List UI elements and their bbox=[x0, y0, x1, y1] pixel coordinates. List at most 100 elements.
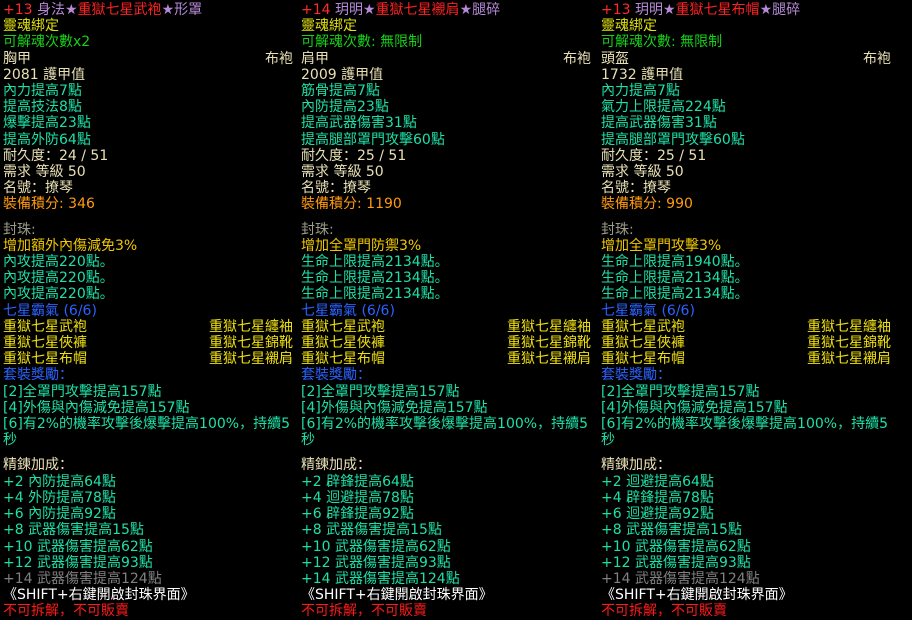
refine-line: +14 武器傷害提高124點 bbox=[601, 570, 760, 587]
title-suffix: ★腿碎 bbox=[759, 2, 801, 18]
soul-release-count: 可解魂次數: 無限制 bbox=[301, 34, 423, 51]
spacer bbox=[601, 213, 893, 222]
refine-line: +8 武器傷害提高15點 bbox=[301, 522, 442, 539]
armor-type: 布袍 bbox=[863, 50, 891, 67]
item-tooltip: +14 玥明★重獄七星襯肩★腿碎 靈魂綁定 可解魂次數: 無限制 肩甲 布袍 2009 護… bbox=[301, 2, 593, 620]
item-tooltip: +13 身法★重獄七星武袍★形罩 靈魂綁定 可解魂次數x2 胸甲 布袍 2081 護甲值內… bbox=[3, 2, 295, 620]
set-item-row: 重獄七星武袍 重獄七星纏袖 bbox=[301, 319, 593, 335]
refine-label: 精鍊加成： bbox=[601, 457, 671, 474]
set-item: 重獄七星俠褲 bbox=[3, 335, 87, 352]
set-name: 七星霸氣 (6/6) bbox=[301, 302, 395, 319]
socket-hint: 《SHIFT+右鍵開啟封珠界面》 bbox=[601, 587, 793, 604]
slot-row: 胸甲 布袍 bbox=[3, 51, 295, 67]
slot: 胸甲 bbox=[3, 50, 31, 67]
stat-line: 爆擊提高23點 bbox=[3, 115, 91, 132]
socket-line: 生命上限提高1940點。 bbox=[601, 254, 749, 271]
equipment-score: 裝備積分: 1190 bbox=[301, 196, 402, 213]
socket-line: 增加全罩門防禦3% bbox=[301, 237, 422, 254]
enhance-level: +13 bbox=[3, 2, 33, 18]
stat-line: 內力提高7點 bbox=[3, 83, 82, 100]
socket-line: 生命上限提高2134點。 bbox=[601, 286, 749, 303]
refine-line: +8 武器傷害提高15點 bbox=[3, 522, 144, 539]
equipment-score: 裝備積分: 990 bbox=[601, 196, 693, 213]
refine-line: +10 武器傷害提高62點 bbox=[3, 538, 153, 555]
socket-label: 封珠: bbox=[601, 221, 634, 238]
item-name: 重獄七星武袍 bbox=[77, 2, 162, 18]
soul-bound: 靈魂綁定 bbox=[301, 18, 357, 35]
spacer bbox=[301, 213, 593, 222]
refine-line: +8 武器傷害提高15點 bbox=[601, 522, 742, 539]
level-requirement: 需求 等級 50 bbox=[3, 164, 86, 181]
set-item: 重獄七星布帽 bbox=[301, 351, 385, 368]
refine-line: +10 武器傷害提高62點 bbox=[601, 538, 751, 555]
title-suffix: ★腿碎 bbox=[459, 2, 501, 18]
enhance-level: +14 bbox=[301, 2, 331, 18]
set-bonus-line: [4]外傷與內傷減免提高157點 bbox=[601, 399, 788, 416]
soul-bound: 靈魂綁定 bbox=[601, 18, 657, 35]
socket-label: 封珠: bbox=[301, 221, 334, 238]
armor-value: 2009 護甲值 bbox=[301, 66, 384, 83]
stat-line: 內力提高7點 bbox=[601, 83, 680, 100]
set-bonus-label: 套裝獎勵： bbox=[601, 367, 671, 384]
slot: 肩甲 bbox=[301, 50, 329, 67]
item-title: +13 玥明★重獄七星布帽★腿碎 bbox=[601, 2, 893, 18]
set-bonus-label: 套裝獎勵： bbox=[301, 367, 371, 384]
refine-line: +12 武器傷害提高93點 bbox=[3, 554, 153, 571]
stat-line: 提高武器傷害31點 bbox=[601, 115, 717, 132]
armor-value: 2081 護甲值 bbox=[3, 66, 86, 83]
refine-line: +14 武器傷害提高124點 bbox=[301, 570, 460, 587]
stat-line: 提高腿部罩門攻擊60點 bbox=[601, 131, 745, 148]
durability: 耐久度：25 / 51 bbox=[601, 147, 707, 164]
refine-line: +2 迴避提高64點 bbox=[601, 473, 714, 490]
set-bonus-line: [6]有2%的機率攻擊後爆擊提高100%，持續5秒 bbox=[601, 416, 888, 449]
spacer bbox=[3, 448, 295, 457]
soul-release-count: 可解魂次數x2 bbox=[3, 34, 91, 51]
set-bonus-line: [2]全罩門攻擊提高157點 bbox=[601, 383, 760, 400]
soul-release-count: 可解魂次數: 無限制 bbox=[601, 34, 723, 51]
title-prefix: 玥明★ bbox=[635, 2, 676, 18]
spacer bbox=[601, 448, 893, 457]
refine-line: +6 迴避提高92點 bbox=[601, 506, 714, 523]
set-item: 重獄七星布帽 bbox=[3, 351, 87, 368]
socket-line: 生命上限提高2134點。 bbox=[301, 254, 449, 271]
title-prefix: 身法★ bbox=[37, 2, 78, 18]
refine-line: +12 武器傷害提高93點 bbox=[301, 554, 451, 571]
level-requirement: 需求 等級 50 bbox=[301, 164, 384, 181]
refine-line: +6 辟鋒提高92點 bbox=[301, 506, 414, 523]
stat-line: 提高外防64點 bbox=[3, 131, 91, 148]
set-item-row: 重獄七星武袍 重獄七星纏袖 bbox=[601, 319, 893, 335]
socket-line: 生命上限提高2134點。 bbox=[301, 270, 449, 287]
refine-line: +10 武器傷害提高62點 bbox=[301, 538, 451, 555]
set-bonus-line: [6]有2%的機率攻擊後爆擊提高100%，持續5秒 bbox=[301, 416, 588, 449]
stat-line: 氣力上限提高224點 bbox=[601, 99, 726, 116]
set-bonus-line: [2]全罩門攻擊提高157點 bbox=[301, 383, 460, 400]
armor-value: 1732 護甲值 bbox=[601, 66, 684, 83]
set-item-row: 重獄七星俠褲 重獄七星錦靴 bbox=[3, 335, 295, 351]
set-bonus-line: [6]有2%的機率攻擊後爆擊提高100%，持續5秒 bbox=[3, 416, 290, 449]
set-item: 重獄七星襯肩 bbox=[807, 351, 891, 368]
socket-hint: 《SHIFT+右鍵開啟封珠界面》 bbox=[3, 587, 195, 604]
refine-label: 精鍊加成： bbox=[301, 457, 371, 474]
set-item: 重獄七星布帽 bbox=[601, 351, 685, 368]
stat-line: 提高技法8點 bbox=[3, 99, 82, 116]
set-item: 重獄七星纏袖 bbox=[209, 318, 293, 335]
set-item-row: 重獄七星布帽 重獄七星襯肩 bbox=[3, 351, 295, 367]
item-title: +13 身法★重獄七星武袍★形罩 bbox=[3, 2, 295, 18]
durability: 耐久度：25 / 51 bbox=[301, 147, 407, 164]
armor-type: 布袍 bbox=[563, 50, 591, 67]
spacer bbox=[3, 213, 295, 222]
set-item: 重獄七星武袍 bbox=[3, 318, 87, 335]
stat-line: 提高武器傷害31點 bbox=[301, 115, 417, 132]
title-suffix: ★形罩 bbox=[161, 2, 203, 18]
slot-row: 頭盔 布袍 bbox=[601, 51, 893, 67]
set-item: 重獄七星錦靴 bbox=[209, 335, 293, 352]
socket-line: 內攻提高220點。 bbox=[3, 286, 114, 303]
item-name: 重獄七星布帽 bbox=[675, 2, 760, 18]
enhance-level: +13 bbox=[601, 2, 631, 18]
item-name: 重獄七星襯肩 bbox=[375, 2, 460, 18]
slot-row: 肩甲 布袍 bbox=[301, 51, 593, 67]
nickname: 名號：撩琴 bbox=[601, 180, 671, 197]
set-item-row: 重獄七星俠褲 重獄七星錦靴 bbox=[601, 335, 893, 351]
refine-line: +6 內防提高92點 bbox=[3, 506, 116, 523]
armor-type: 布袍 bbox=[265, 50, 293, 67]
